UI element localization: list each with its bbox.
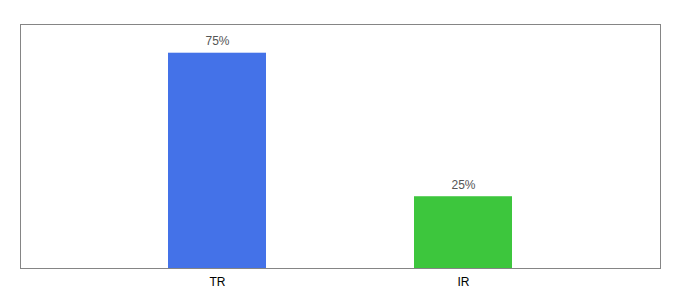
svg-text:IR: IR: [458, 275, 470, 289]
svg-text:25%: 25%: [451, 178, 475, 192]
svg-text:TR: TR: [210, 275, 226, 289]
svg-text:75%: 75%: [205, 34, 229, 48]
